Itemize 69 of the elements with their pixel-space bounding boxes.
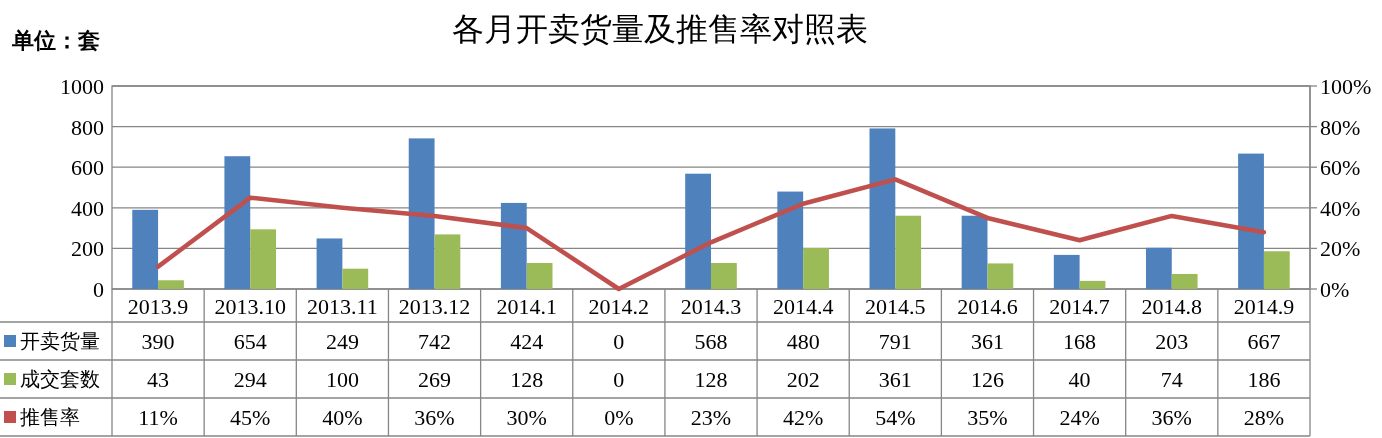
data-label: 126 [970,367,1004,392]
xtick-label: 2013.12 [398,294,471,319]
data-label: 791 [878,329,912,354]
data-label: 249 [325,329,359,354]
data-label: 23% [690,405,732,430]
data-label: 424 [510,329,544,354]
data-label: 0 [613,329,625,354]
data-label: 35% [967,405,1008,430]
y2tick-label: 80% [1320,114,1361,140]
data-label: 742 [418,329,452,354]
xtick-label: 2014.5 [865,294,926,319]
legend-label: 成交套数 [20,368,100,390]
data-label: 24% [1059,405,1100,430]
data-label: 390 [141,329,175,354]
ytick-label: 800 [71,114,104,140]
xtick-label: 2014.2 [588,294,650,319]
ytick-label: 200 [71,236,104,262]
data-label: 203 [1155,329,1189,354]
data-label: 128 [694,367,728,392]
title: 各月开卖货量及推售率对照表 [452,11,868,47]
y2tick-label: 0% [1320,277,1350,302]
xtick-label: 2014.1 [496,294,557,319]
data-label: 36% [1151,405,1192,430]
xtick-label: 2014.7 [1049,294,1110,319]
data-label: 28% [1243,405,1285,430]
data-label: 186 [1247,367,1281,392]
xtick-label: 2014.3 [680,294,742,319]
data-label: 30% [506,405,547,430]
data-label: 0 [613,367,625,392]
xtick-label: 2014.6 [957,294,1018,319]
xtick-label: 2013.10 [214,294,286,319]
ytick-label: 0 [93,277,104,302]
xtick-label: 2014.9 [1233,294,1295,319]
data-label: 11% [138,405,178,430]
data-label: 0% [604,405,634,430]
legend-label: 推售率 [20,406,80,428]
data-label: 54% [875,405,916,430]
ytick-label: 400 [71,195,104,221]
data-label: 480 [786,329,820,354]
data-label: 269 [418,367,452,392]
y2tick-label: 60% [1320,155,1361,181]
y2tick-label: 20% [1320,236,1361,262]
data-label: 168 [1063,329,1097,354]
y2tick-label: 100% [1320,74,1372,99]
ylabel: 单位：套 [12,28,100,53]
xtick-label: 2014.4 [772,294,834,319]
data-label: 294 [233,367,267,392]
data-label: 568 [694,329,728,354]
data-label: 128 [510,367,544,392]
data-label: 42% [783,405,824,430]
data-label: 202 [786,367,820,392]
data-label: 654 [233,329,267,354]
data-label: 40 [1068,367,1091,392]
data-label: 100 [325,367,359,392]
data-label: 667 [1247,329,1281,354]
xtick-label: 2013.9 [127,294,189,319]
ytick-label: 600 [71,155,104,181]
xtick-label: 2014.8 [1141,294,1202,319]
data-label: 43 [147,367,170,392]
xtick-label: 2013.11 [307,294,378,319]
legend-label: 开卖货量 [20,330,100,352]
data-label: 361 [970,329,1004,354]
ytick-label: 1000 [60,74,104,99]
data-label: 40% [322,405,363,430]
data-label: 74 [1160,367,1183,392]
data-label: 361 [878,367,912,392]
y2tick-label: 40% [1320,195,1361,221]
data-label: 45% [230,405,271,430]
data-label: 36% [414,405,455,430]
